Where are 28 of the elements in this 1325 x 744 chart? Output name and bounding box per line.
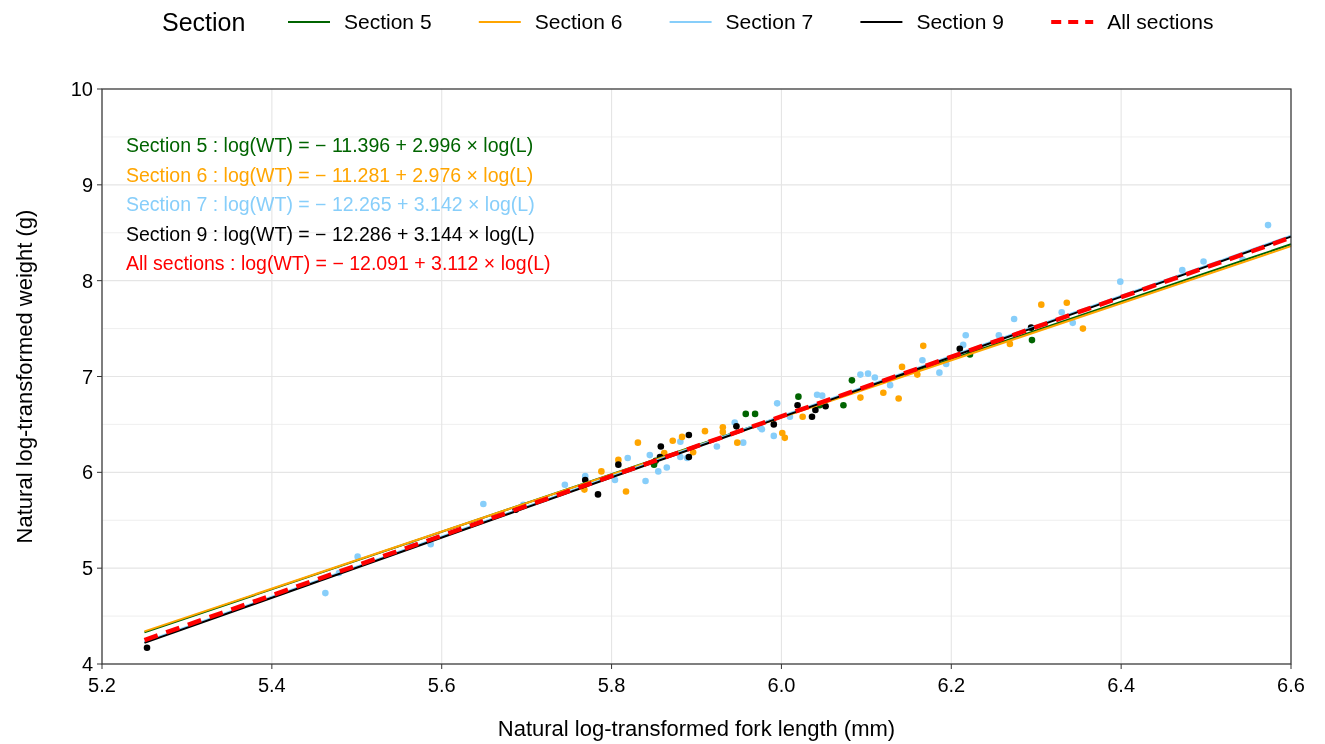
y-tick-label: 4 bbox=[81, 653, 93, 675]
x-tick-label: 5.4 bbox=[257, 674, 286, 696]
legend-label: Section 9 bbox=[916, 10, 1004, 33]
x-tick-label: 6.6 bbox=[1277, 674, 1305, 696]
y-tick-label: 8 bbox=[81, 269, 93, 292]
annotation: Section 7 : log(WT) = − 12.265 + 3.142 × log(L) bbox=[126, 193, 535, 215]
annotation: Section 6 : log(WT) = − 11.281 + 2.976 × log(L) bbox=[126, 163, 534, 186]
legend-label: Section 7 bbox=[725, 10, 814, 33]
x-axis-title: Natural log-transformed fork length (mm) bbox=[497, 716, 896, 741]
annotation: All sections : log(WT) = − 12.091 + 3.112 × log(L) bbox=[126, 252, 551, 274]
y-tick-label: 5 bbox=[81, 557, 93, 580]
x-tick-label: 6.4 bbox=[1107, 674, 1136, 696]
x-tick-label: 6.0 bbox=[767, 674, 796, 696]
legend-label: All sections bbox=[1107, 10, 1214, 33]
x-tick-label: 5.2 bbox=[88, 674, 116, 696]
legend-label: Section 6 bbox=[534, 10, 623, 33]
y-tick-label: 10 bbox=[70, 78, 93, 100]
annotation: Section 5 : log(WT) = − 11.396 + 2.996 × log(L) bbox=[126, 134, 534, 156]
annotation: Section 9 : log(WT) = − 12.286 + 3.144 × log(L) bbox=[126, 222, 535, 245]
y-tick-label: 9 bbox=[81, 173, 93, 196]
y-axis-title: Natural log-transformed weight (g) bbox=[12, 209, 37, 544]
x-tick-label: 6.2 bbox=[937, 674, 966, 696]
y-tick-label: 7 bbox=[81, 365, 93, 388]
x-tick-label: 5.6 bbox=[427, 674, 456, 696]
legend-title: Section bbox=[162, 8, 246, 36]
y-tick-label: 6 bbox=[81, 461, 93, 484]
legend-label: Section 5 bbox=[344, 10, 432, 33]
x-tick-label: 5.8 bbox=[597, 674, 626, 696]
